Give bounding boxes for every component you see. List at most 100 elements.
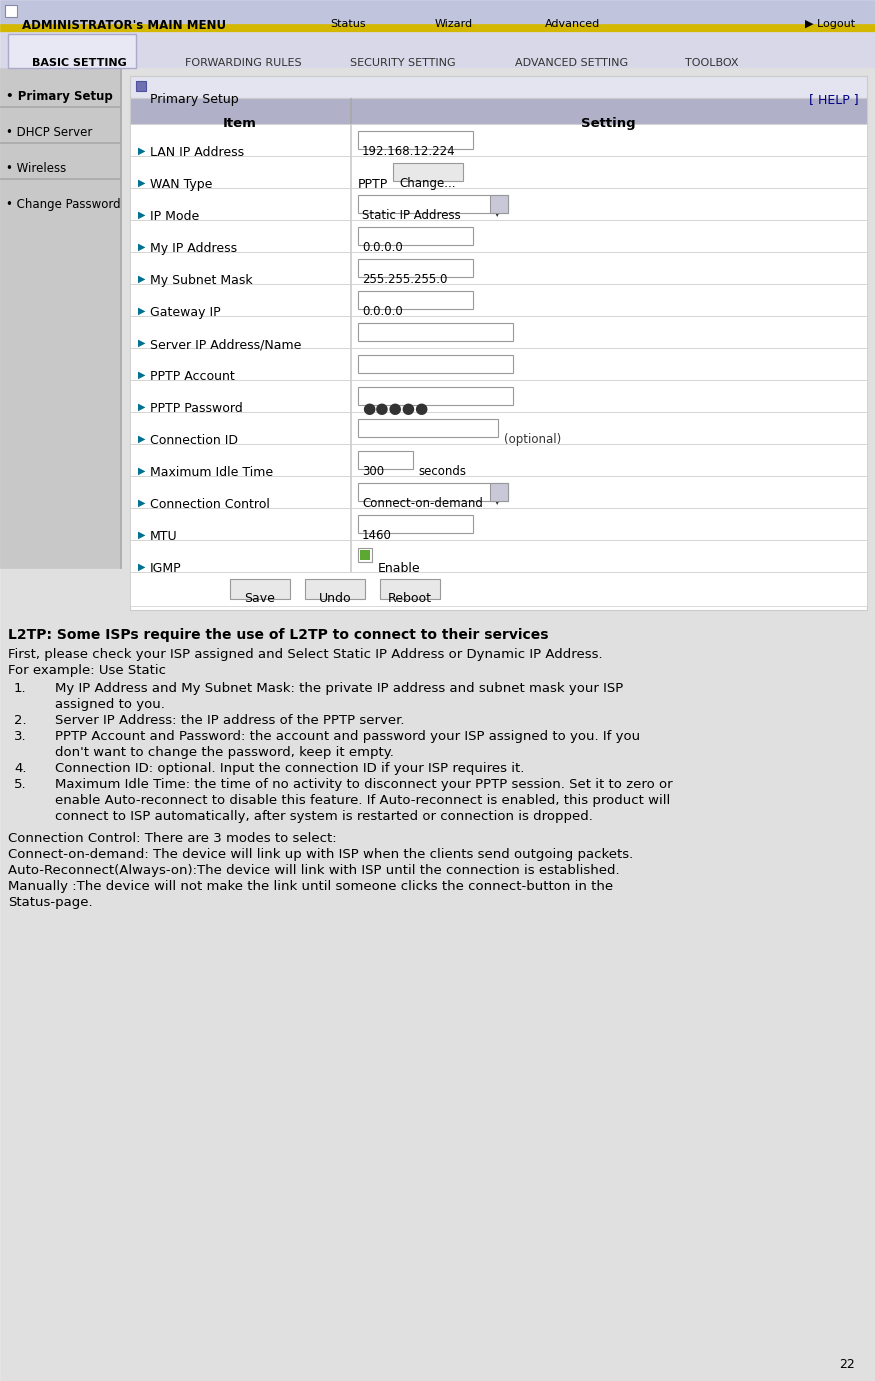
Bar xyxy=(130,348,867,380)
Bar xyxy=(120,68,121,568)
Bar xyxy=(130,156,867,188)
Text: • Primary Setup: • Primary Setup xyxy=(6,90,113,104)
Text: • Wireless: • Wireless xyxy=(6,162,66,175)
Text: Wizard: Wizard xyxy=(435,19,473,29)
Text: enable Auto-reconnect to disable this feature. If Auto-reconnect is enabled, thi: enable Auto-reconnect to disable this fe… xyxy=(55,794,670,807)
Bar xyxy=(0,32,875,68)
Bar xyxy=(350,156,351,188)
Text: Maximum Idle Time: the time of no activity to disconnect your PPTP session. Set : Maximum Idle Time: the time of no activi… xyxy=(55,778,673,791)
Text: ▶: ▶ xyxy=(138,370,145,380)
Bar xyxy=(350,540,351,572)
Text: ▼: ▼ xyxy=(493,209,500,218)
Text: Primary Setup: Primary Setup xyxy=(150,93,239,106)
Bar xyxy=(130,220,867,251)
Bar xyxy=(130,98,867,124)
Text: ▶: ▶ xyxy=(138,307,145,316)
Bar xyxy=(380,579,440,599)
Text: 0.0.0.0: 0.0.0.0 xyxy=(362,305,403,318)
Text: My Subnet Mask: My Subnet Mask xyxy=(150,273,253,287)
Text: Connect-on-demand: Connect-on-demand xyxy=(362,497,483,510)
Text: ▶ Logout: ▶ Logout xyxy=(805,19,855,29)
Text: ●●●●●: ●●●●● xyxy=(362,400,428,416)
Bar xyxy=(350,316,351,348)
Text: 5.: 5. xyxy=(14,778,26,791)
Text: Connection Control: Connection Control xyxy=(150,499,270,511)
Bar xyxy=(230,579,290,599)
Bar xyxy=(130,412,867,445)
Text: MTU: MTU xyxy=(150,530,178,543)
Text: Auto-Reconnect(Always-on):The device will link with ISP until the connection is : Auto-Reconnect(Always-on):The device wil… xyxy=(8,865,620,877)
Bar xyxy=(350,98,351,124)
Bar xyxy=(130,76,867,610)
Bar xyxy=(358,260,473,278)
Bar xyxy=(130,476,867,508)
Text: ▶: ▶ xyxy=(138,338,145,348)
Text: [ HELP ]: [ HELP ] xyxy=(809,93,858,106)
Bar xyxy=(350,508,351,540)
Text: Connection ID: Connection ID xyxy=(150,434,238,447)
Bar xyxy=(358,195,508,213)
Text: ▼: ▼ xyxy=(493,497,500,505)
Text: IGMP: IGMP xyxy=(150,562,182,574)
Text: Setting: Setting xyxy=(581,117,635,130)
Bar xyxy=(5,6,17,17)
Text: seconds: seconds xyxy=(418,465,466,478)
Text: ▶: ▶ xyxy=(138,562,145,572)
Text: Undo: Undo xyxy=(318,592,352,605)
Text: Advanced: Advanced xyxy=(545,19,600,29)
Text: Static IP Address: Static IP Address xyxy=(362,209,461,222)
Text: ▶: ▶ xyxy=(138,273,145,284)
Text: Connection ID: optional. Input the connection ID if your ISP requires it.: Connection ID: optional. Input the conne… xyxy=(55,762,524,775)
Text: ▶: ▶ xyxy=(138,178,145,188)
Text: Item: Item xyxy=(223,117,257,130)
Text: PPTP: PPTP xyxy=(358,178,388,191)
Bar xyxy=(358,355,513,373)
Text: My IP Address and My Subnet Mask: the private IP address and subnet mask your IS: My IP Address and My Subnet Mask: the pr… xyxy=(55,682,623,695)
Text: ✓: ✓ xyxy=(361,562,369,572)
Text: Save: Save xyxy=(245,592,276,605)
Bar xyxy=(130,508,867,540)
Bar xyxy=(130,284,867,316)
Bar xyxy=(8,35,136,68)
Bar xyxy=(130,540,867,572)
Text: ▶: ▶ xyxy=(138,465,145,476)
Bar xyxy=(350,445,351,476)
Bar xyxy=(130,124,867,156)
Text: SECURITY SETTING: SECURITY SETTING xyxy=(350,58,456,68)
Bar xyxy=(358,291,473,309)
Text: ▶: ▶ xyxy=(138,210,145,220)
Text: PPTP Password: PPTP Password xyxy=(150,402,242,416)
Bar xyxy=(358,131,473,149)
Text: ▶: ▶ xyxy=(138,499,145,508)
Text: FORWARDING RULES: FORWARDING RULES xyxy=(185,58,302,68)
Bar xyxy=(490,483,508,501)
Text: 300: 300 xyxy=(362,465,384,478)
Bar xyxy=(130,380,867,412)
Text: My IP Address: My IP Address xyxy=(150,242,237,255)
Bar xyxy=(136,81,146,91)
Bar xyxy=(350,220,351,251)
Text: BASIC SETTING: BASIC SETTING xyxy=(32,58,127,68)
Text: 22: 22 xyxy=(839,1358,855,1371)
Text: Reboot: Reboot xyxy=(388,592,432,605)
Bar xyxy=(358,387,513,405)
Bar xyxy=(350,251,351,284)
Bar xyxy=(0,68,120,568)
Text: First, please check your ISP assigned and Select Static IP Address or Dynamic IP: First, please check your ISP assigned an… xyxy=(8,648,603,661)
Bar xyxy=(130,188,867,220)
Bar xyxy=(0,0,875,23)
Text: • DHCP Server: • DHCP Server xyxy=(6,126,93,139)
Bar xyxy=(358,483,508,501)
Text: Maximum Idle Time: Maximum Idle Time xyxy=(150,465,273,479)
Text: connect to ISP automatically, after system is restarted or connection is dropped: connect to ISP automatically, after syst… xyxy=(55,811,593,823)
Bar xyxy=(350,348,351,380)
Text: TOOLBOX: TOOLBOX xyxy=(685,58,738,68)
Text: don't want to change the password, keep it empty.: don't want to change the password, keep … xyxy=(55,746,394,760)
Bar xyxy=(350,476,351,508)
Text: 192.168.12.224: 192.168.12.224 xyxy=(362,145,456,157)
Text: Server IP Address: the IP address of the PPTP server.: Server IP Address: the IP address of the… xyxy=(55,714,404,726)
Text: 2.: 2. xyxy=(14,714,26,726)
Bar xyxy=(393,163,463,181)
Text: ▶: ▶ xyxy=(138,402,145,412)
Bar xyxy=(130,316,867,348)
